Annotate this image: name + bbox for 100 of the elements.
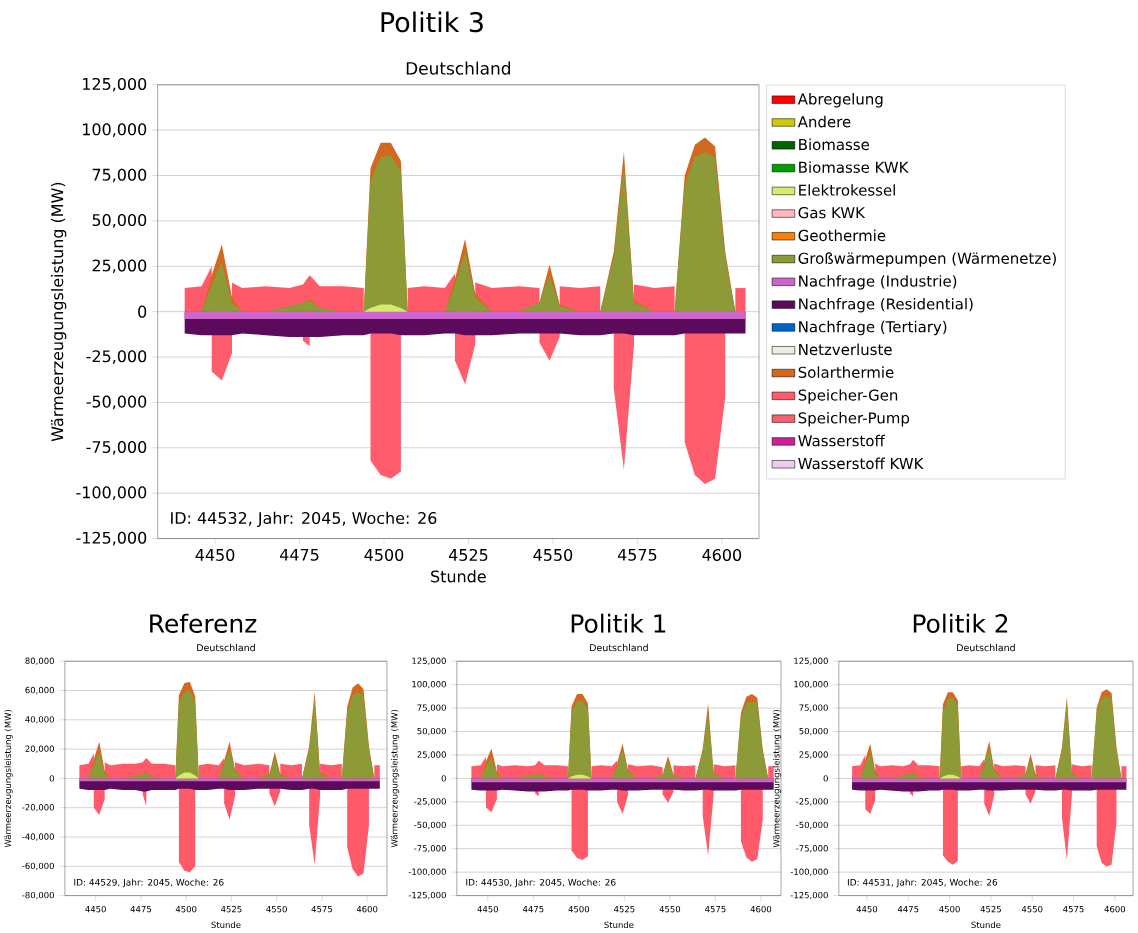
legend-label: Speicher-Gen <box>798 389 898 404</box>
x-tick-label: 4550 <box>533 549 573 562</box>
x-tick-label: 4550 <box>266 906 287 913</box>
legend-label: Geothermie <box>798 229 886 242</box>
x-tick-label: 4450 <box>195 549 235 562</box>
y-tick-label: -125,000 <box>790 892 828 900</box>
y-tick-label: -25,000 <box>796 798 828 806</box>
y-tick-label: -50,000 <box>414 821 446 830</box>
chart-title: Politik 3 <box>381 11 483 33</box>
legend-label: Speicher-Pump <box>798 412 910 427</box>
y-tick-label: 40,000 <box>25 716 54 724</box>
y-tick-label: 0 <box>441 775 446 782</box>
legend-label: Netzverluste <box>799 343 892 356</box>
legend-label: Abregelung <box>797 93 883 108</box>
chart-title: Politik 1 <box>571 613 666 634</box>
x-tick-label: 4500 <box>364 549 404 562</box>
legend-label: Großwärmepumpen (Wärmenetze) <box>798 252 1056 268</box>
x-tick-label: 4500 <box>568 906 590 913</box>
legend-label: Biomasse <box>799 138 870 151</box>
x-tick-label: 4525 <box>221 906 242 913</box>
y-tick-label: -20,000 <box>22 804 54 812</box>
x-tick-label: 4500 <box>939 906 960 913</box>
x-tick-label: 4600 <box>1104 906 1126 913</box>
x-tick-label: 4575 <box>1063 906 1084 913</box>
legend-label: Elektrokessel <box>799 184 895 197</box>
x-tick-label: 4475 <box>280 549 319 562</box>
y-tick-label: 25,000 <box>417 751 446 759</box>
x-tick-label: 4575 <box>705 906 726 913</box>
y-tick-label: 0 <box>49 775 54 782</box>
y-tick-label: -75,000 <box>86 441 147 455</box>
y-tick-label: 100,000 <box>83 123 147 138</box>
x-tick-label: 4550 <box>659 906 681 913</box>
x-tick-label: 4525 <box>980 906 1001 913</box>
x-axis-title: Stunde <box>211 921 241 929</box>
y-tick-label: 75,000 <box>799 704 828 712</box>
y-tick-label: 50,000 <box>417 728 446 736</box>
y-tick-label: -75,000 <box>414 845 446 853</box>
x-tick-label: 4550 <box>1021 906 1043 913</box>
chart-subtitle: Deutschland <box>590 644 648 652</box>
y-tick-label: 80,000 <box>25 657 54 666</box>
legend-label: Nachfrage (Industrie) <box>799 275 957 290</box>
y-axis-title: Wärmeerzeugungsleistung (MW) <box>772 710 782 848</box>
y-tick-label: 75,000 <box>92 168 147 183</box>
legend-label: Wasserstoff KWK <box>798 457 924 470</box>
annotation: ID: 44531, Jahr: 2045, Woche: 26 <box>847 879 998 888</box>
chart-title: Referenz <box>150 613 257 634</box>
y-tick-label: -125,000 <box>76 531 147 546</box>
y-axis-title: Wärmeerzeugungsleistung (MW) <box>50 183 67 442</box>
y-tick-label: -100,000 <box>408 868 446 877</box>
y-tick-label: -40,000 <box>22 833 54 841</box>
x-tick-label: 4450 <box>856 906 878 913</box>
y-axis-title: Wärmeerzeugungsleistung (MW) <box>390 710 400 848</box>
annotation: ID: 44532, Jahr: 2045, Woche: 26 <box>171 511 437 528</box>
y-tick-label: 20,000 <box>25 745 54 753</box>
annotation: ID: 44530, Jahr: 2045, Woche: 26 <box>466 879 616 888</box>
legend-label: Solarthermie <box>798 366 894 379</box>
y-tick-label: 25,000 <box>92 259 147 274</box>
x-tick-label: 4525 <box>613 906 635 913</box>
legend-label: Nachfrage (Tertiary) <box>799 321 947 336</box>
y-tick-label: 50,000 <box>799 728 828 736</box>
x-tick-label: 4600 <box>356 906 378 913</box>
x-tick-label: 4600 <box>702 549 742 562</box>
y-tick-label: -100,000 <box>76 486 147 501</box>
x-tick-label: 4600 <box>750 906 772 913</box>
x-tick-label: 4450 <box>477 906 499 913</box>
y-tick-label: -75,000 <box>796 845 828 853</box>
y-tick-label: -50,000 <box>86 395 147 410</box>
y-tick-label: -25,000 <box>86 350 147 365</box>
x-tick-label: 4475 <box>130 906 151 913</box>
y-tick-label: -60,000 <box>22 862 54 871</box>
y-tick-label: 125,000 <box>83 78 147 92</box>
y-tick-label: 75,000 <box>417 704 446 712</box>
y-tick-label: -25,000 <box>414 798 446 806</box>
y-tick-label: 60,000 <box>25 687 54 695</box>
x-tick-label: 4575 <box>617 549 657 562</box>
x-axis-title: Stunde <box>604 921 634 929</box>
legend-label: Andere <box>797 116 851 128</box>
y-tick-label: -80,000 <box>22 892 54 900</box>
chart-subtitle: Deutschland <box>957 644 1015 652</box>
legend-label: Nachfrage (Residential) <box>799 298 973 313</box>
y-tick-label: 25,000 <box>799 751 828 759</box>
chart-subtitle: Deutschland <box>406 61 510 75</box>
x-tick-label: 4475 <box>897 906 919 913</box>
y-tick-label: 100,000 <box>412 681 446 689</box>
y-axis-title: Wärmeerzeugungsleistung (MW) <box>4 710 13 848</box>
y-tick-label: 100,000 <box>794 681 828 689</box>
x-tick-label: 4450 <box>85 906 106 913</box>
y-tick-label: -100,000 <box>790 868 828 877</box>
x-tick-label: 4575 <box>311 906 332 913</box>
y-tick-label: -50,000 <box>796 821 828 830</box>
y-tick-label: 125,000 <box>794 657 828 666</box>
annotation: ID: 44529, Jahr: 2045, Woche: 26 <box>74 879 224 888</box>
y-tick-label: 125,000 <box>412 657 446 666</box>
legend-label: Gas KWK <box>798 207 866 219</box>
x-axis-title: Stunde <box>971 921 1001 929</box>
legend-label: Biomasse KWK <box>799 161 909 174</box>
chart-subtitle: Deutschland <box>197 644 255 652</box>
legend-label: Wasserstoff <box>798 435 886 447</box>
y-tick-label: 50,000 <box>92 214 147 228</box>
y-tick-label: 0 <box>823 775 828 782</box>
